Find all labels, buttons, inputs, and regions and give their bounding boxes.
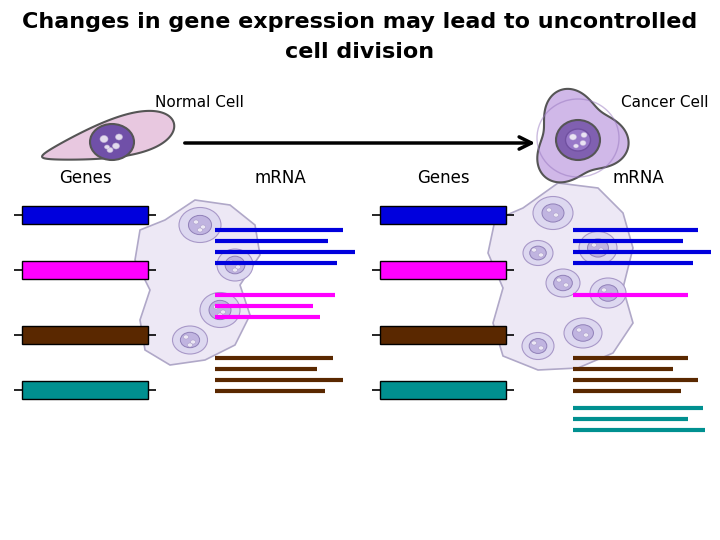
- Ellipse shape: [209, 300, 231, 320]
- Ellipse shape: [590, 278, 626, 308]
- Ellipse shape: [554, 275, 572, 291]
- Ellipse shape: [233, 268, 238, 272]
- FancyBboxPatch shape: [22, 381, 148, 399]
- Ellipse shape: [579, 232, 617, 265]
- Ellipse shape: [581, 132, 587, 138]
- Ellipse shape: [533, 197, 573, 230]
- Ellipse shape: [583, 333, 588, 337]
- Ellipse shape: [608, 293, 613, 297]
- Ellipse shape: [564, 283, 569, 287]
- Polygon shape: [42, 111, 174, 160]
- Ellipse shape: [572, 325, 593, 341]
- Ellipse shape: [181, 332, 199, 348]
- Ellipse shape: [529, 339, 546, 353]
- FancyBboxPatch shape: [22, 206, 148, 224]
- Ellipse shape: [523, 240, 553, 266]
- Ellipse shape: [598, 285, 618, 301]
- Ellipse shape: [522, 333, 554, 360]
- Text: mRNA: mRNA: [254, 169, 306, 187]
- Ellipse shape: [115, 134, 122, 140]
- Ellipse shape: [187, 343, 192, 347]
- Ellipse shape: [235, 265, 240, 269]
- Ellipse shape: [214, 305, 218, 309]
- Ellipse shape: [173, 326, 207, 354]
- Ellipse shape: [530, 246, 546, 260]
- Ellipse shape: [539, 253, 544, 257]
- Ellipse shape: [588, 239, 608, 257]
- Text: Normal Cell: Normal Cell: [155, 95, 244, 110]
- Ellipse shape: [100, 136, 108, 143]
- Ellipse shape: [557, 278, 562, 282]
- Ellipse shape: [107, 147, 113, 152]
- Text: cell division: cell division: [285, 42, 435, 62]
- Ellipse shape: [598, 248, 603, 252]
- Ellipse shape: [225, 256, 245, 274]
- Polygon shape: [488, 183, 633, 370]
- Ellipse shape: [565, 129, 590, 151]
- Ellipse shape: [184, 335, 189, 339]
- Polygon shape: [537, 89, 629, 183]
- Ellipse shape: [189, 215, 212, 234]
- Ellipse shape: [191, 340, 196, 344]
- Ellipse shape: [577, 328, 582, 332]
- Ellipse shape: [570, 134, 577, 140]
- Ellipse shape: [542, 204, 564, 222]
- Ellipse shape: [601, 288, 606, 292]
- FancyBboxPatch shape: [380, 381, 506, 399]
- Ellipse shape: [564, 318, 602, 348]
- Ellipse shape: [112, 143, 120, 149]
- Ellipse shape: [531, 341, 536, 345]
- Ellipse shape: [217, 313, 222, 317]
- Ellipse shape: [90, 124, 134, 160]
- Polygon shape: [135, 200, 260, 365]
- FancyBboxPatch shape: [22, 261, 148, 279]
- Ellipse shape: [580, 140, 586, 145]
- Ellipse shape: [200, 225, 205, 229]
- Ellipse shape: [531, 248, 536, 252]
- Ellipse shape: [592, 243, 596, 247]
- Text: Cancer Cell: Cancer Cell: [621, 95, 708, 110]
- Ellipse shape: [104, 145, 109, 149]
- Text: Genes: Genes: [417, 169, 469, 187]
- Ellipse shape: [194, 220, 199, 224]
- FancyBboxPatch shape: [380, 206, 506, 224]
- Ellipse shape: [228, 260, 233, 264]
- Text: Genes: Genes: [59, 169, 112, 187]
- Text: Changes in gene expression may lead to uncontrolled: Changes in gene expression may lead to u…: [22, 12, 698, 32]
- Ellipse shape: [539, 346, 544, 350]
- Ellipse shape: [554, 213, 559, 217]
- FancyBboxPatch shape: [380, 261, 506, 279]
- Ellipse shape: [574, 144, 578, 148]
- Ellipse shape: [217, 249, 253, 281]
- Ellipse shape: [220, 310, 225, 314]
- FancyBboxPatch shape: [22, 326, 148, 344]
- Text: mRNA: mRNA: [612, 169, 664, 187]
- FancyBboxPatch shape: [380, 326, 506, 344]
- Ellipse shape: [546, 208, 552, 212]
- Ellipse shape: [200, 293, 240, 327]
- Ellipse shape: [556, 120, 600, 160]
- Ellipse shape: [546, 269, 580, 297]
- Ellipse shape: [197, 228, 202, 232]
- Ellipse shape: [179, 207, 221, 242]
